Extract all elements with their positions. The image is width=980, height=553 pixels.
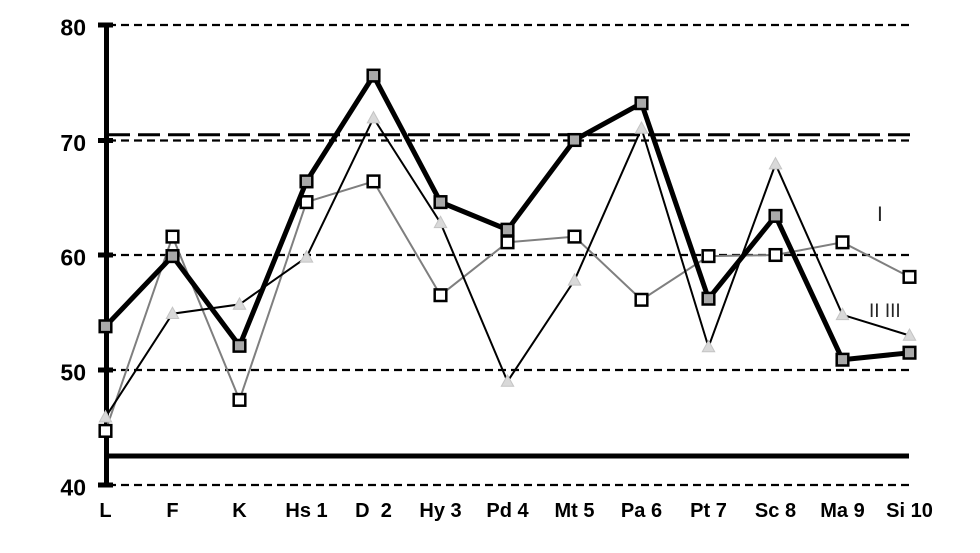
svg-text:70: 70 <box>60 130 86 156</box>
svg-text:D 2: D 2 <box>355 500 392 522</box>
svg-text:Sc 8: Sc 8 <box>755 500 796 522</box>
svg-text:40: 40 <box>60 475 86 501</box>
svg-text:Pa 6: Pa 6 <box>621 500 662 522</box>
svg-text:60: 60 <box>60 245 86 271</box>
svg-text:II III: II III <box>869 301 901 322</box>
svg-text:Hy 3: Hy 3 <box>419 500 461 522</box>
svg-text:I: I <box>877 203 883 226</box>
svg-text:Ma 9: Ma 9 <box>820 500 864 522</box>
svg-text:L: L <box>99 500 111 522</box>
svg-text:80: 80 <box>60 15 86 41</box>
svg-text:50: 50 <box>60 360 86 386</box>
svg-text:Mt 5: Mt 5 <box>555 500 595 522</box>
svg-text:Pd 4: Pd 4 <box>486 500 529 522</box>
svg-text:K: K <box>232 500 247 522</box>
svg-text:Hs 1: Hs 1 <box>285 500 327 522</box>
svg-text:Si 10: Si 10 <box>886 500 933 522</box>
svg-text:Pt 7: Pt 7 <box>690 500 727 522</box>
svg-text:F: F <box>166 500 178 522</box>
